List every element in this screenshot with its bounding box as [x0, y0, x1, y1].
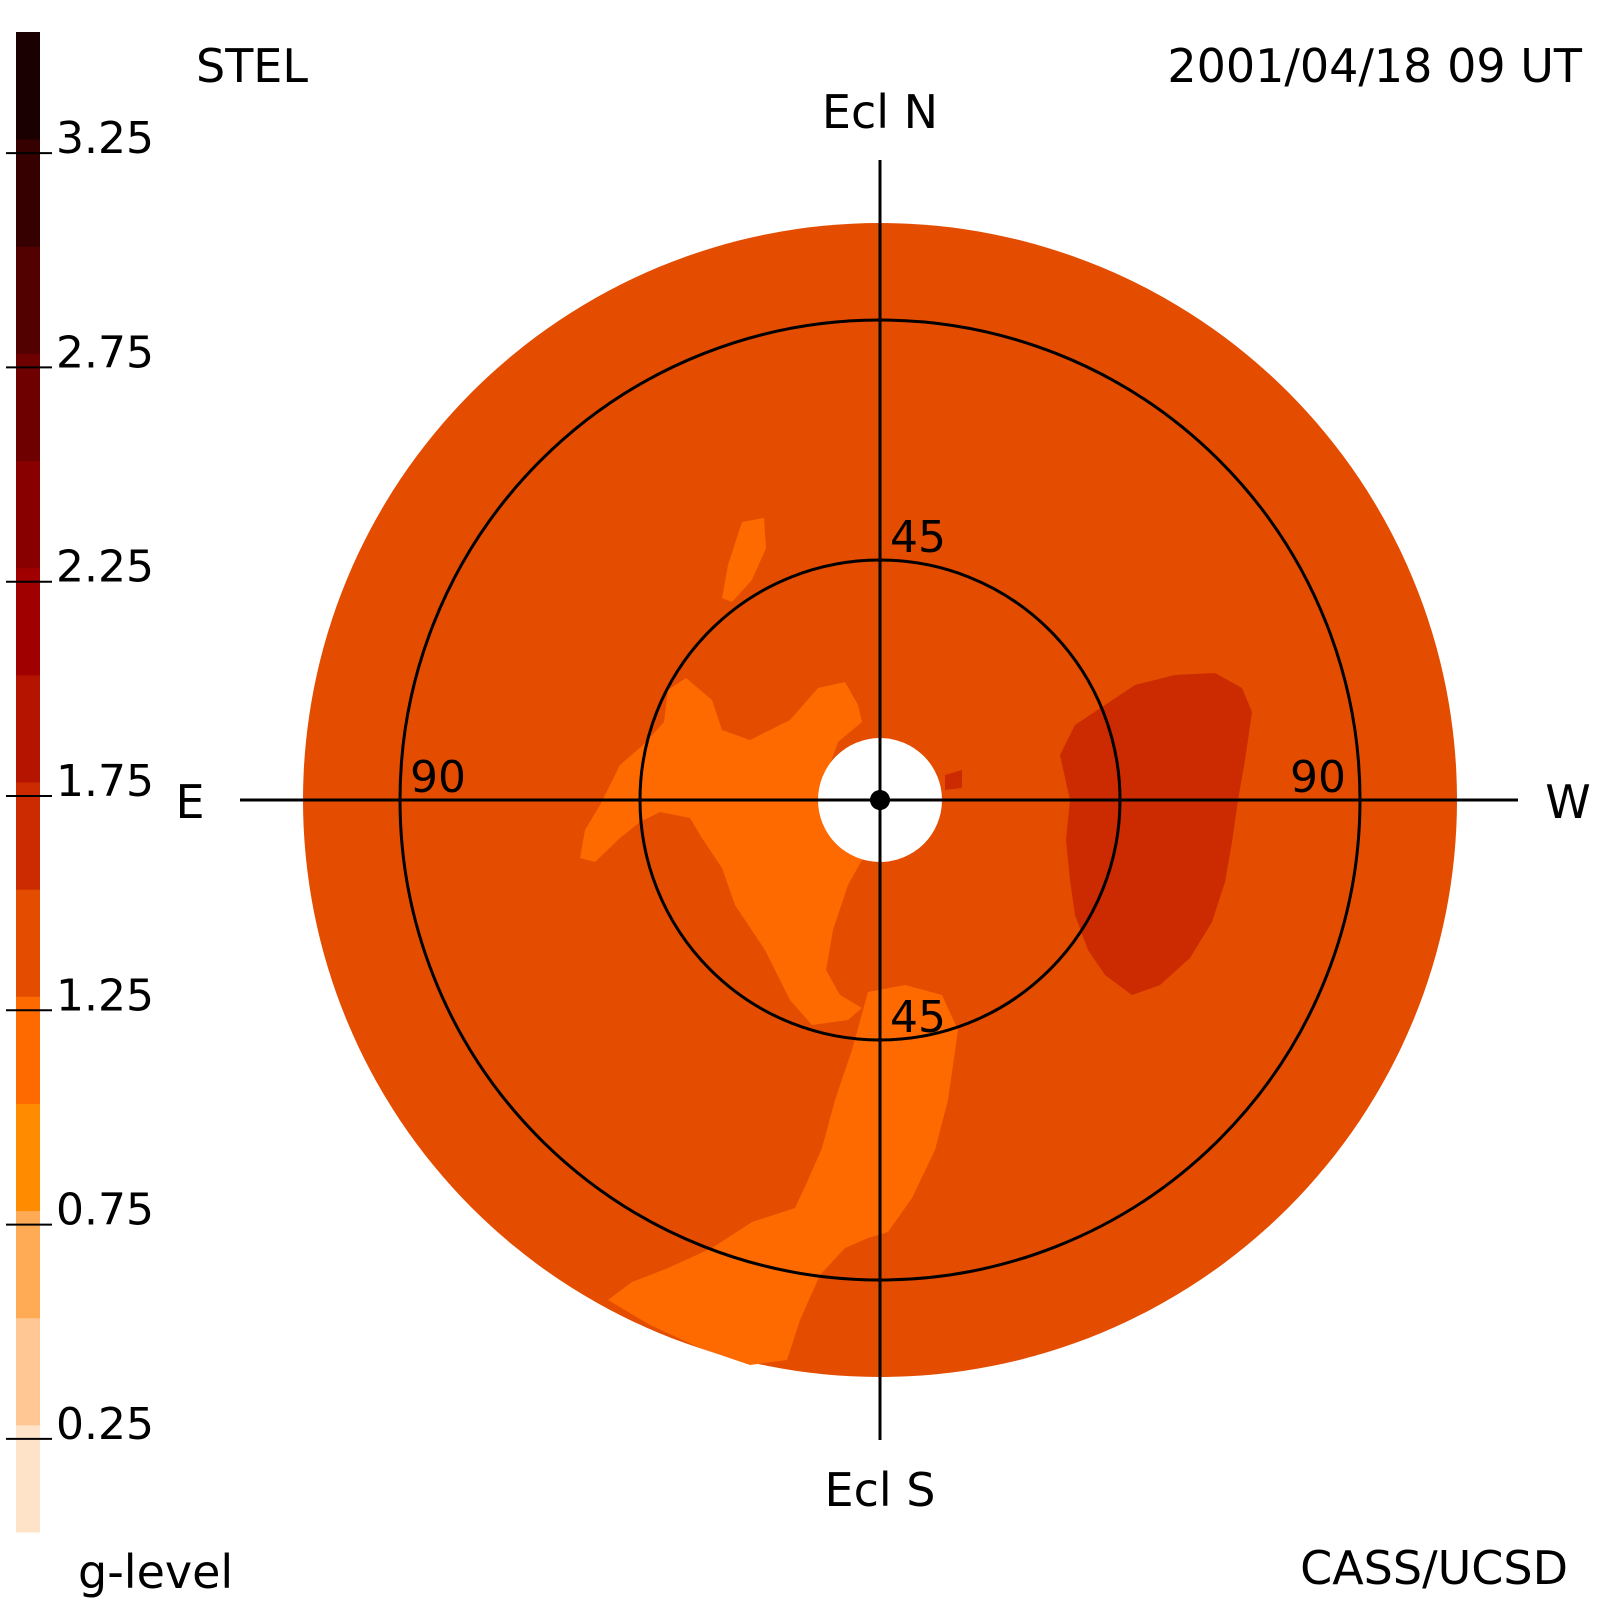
colorbar-bin-2 — [16, 1210, 40, 1319]
colorbar-bin-0 — [16, 1424, 40, 1533]
sky-map: Ecl N Ecl S E W 45 45 90 90 — [175, 85, 1590, 1517]
colorbar-bin-7 — [16, 674, 40, 783]
colorbar-tick-label: 1.25 — [56, 970, 154, 1021]
instrument-label: STEL — [196, 39, 308, 93]
colorbar-bin-12 — [16, 139, 40, 247]
ring-label-45-north: 45 — [890, 512, 946, 563]
colorbar-tick-label: 0.75 — [56, 1185, 154, 1236]
west-label: W — [1545, 775, 1590, 829]
colorbar-bin-9 — [16, 460, 40, 569]
colorbar-bin-13 — [16, 32, 40, 140]
ring-label-90-east: 90 — [410, 752, 466, 803]
enhanced-region-east — [580, 678, 862, 1025]
colorbar-bin-6 — [16, 782, 40, 890]
east-label: E — [175, 775, 204, 829]
enhanced-region-south — [608, 985, 958, 1365]
colorbar-bin-5 — [16, 889, 40, 997]
colorbar-bin-1 — [16, 1317, 40, 1426]
colorbar-tick-label: 3.25 — [56, 113, 154, 164]
dense-region-west — [1060, 673, 1252, 995]
colorbar-tick-label: 0.25 — [56, 1399, 154, 1450]
south-label: Ecl S — [825, 1463, 936, 1517]
colorbar-title: g-level — [78, 1545, 233, 1599]
dense-spot — [945, 770, 962, 790]
credit-label: CASS/UCSD — [1300, 1541, 1568, 1595]
colorbar-bin-8 — [16, 567, 40, 676]
timestamp-label: 2001/04/18 09 UT — [1167, 39, 1583, 93]
colorbar-ticks: 3.25 2.75 2.25 1.75 1.25 0.75 0.25 — [6, 113, 154, 1450]
colorbar-bin-11 — [16, 246, 40, 354]
colorbar-bin-4 — [16, 996, 40, 1104]
colorbar-bin-10 — [16, 353, 40, 462]
ring-label-45-south: 45 — [890, 992, 946, 1043]
colorbar — [16, 32, 40, 1533]
sun-center-dot — [870, 790, 890, 810]
ring-label-90-west: 90 — [1290, 752, 1346, 803]
colorbar-tick-label: 2.25 — [56, 542, 154, 593]
colorbar-tick-label: 2.75 — [56, 327, 154, 378]
enhanced-region-north — [722, 518, 766, 602]
colorbar-bin-3 — [16, 1103, 40, 1212]
north-label: Ecl N — [822, 85, 938, 139]
colorbar-tick-label: 1.75 — [56, 756, 154, 807]
